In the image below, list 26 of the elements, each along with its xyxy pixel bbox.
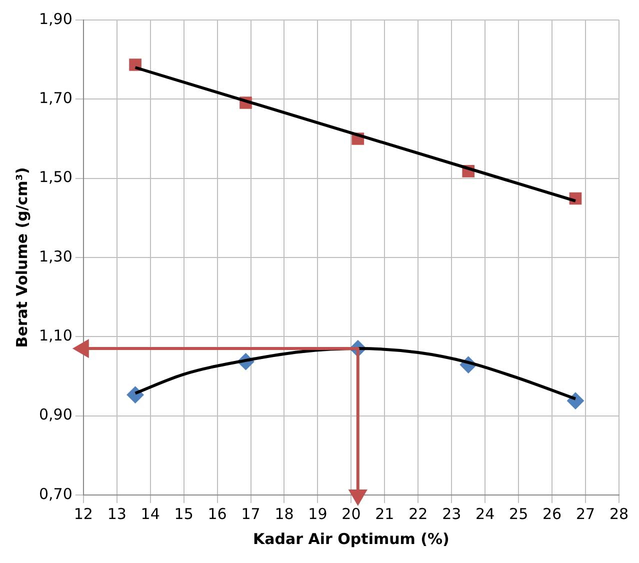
x-tick-label: 25 (509, 504, 528, 523)
x-tick-label: 20 (342, 504, 361, 523)
y-tick-label: 1,70 (38, 89, 72, 108)
x-tick-label: 12 (74, 504, 93, 523)
y-axis-title: Berat Volume (g/cm³) (12, 167, 31, 348)
y-tick-label: 1,10 (38, 326, 72, 345)
y-tick-label: 1,30 (38, 247, 72, 266)
x-tick-label: 22 (408, 504, 428, 523)
x-tick-label: 21 (375, 504, 394, 523)
x-tick-label: 13 (107, 504, 126, 523)
x-axis-title: Kadar Air Optimum (%) (253, 530, 450, 548)
y-tick-label: 0,70 (38, 484, 72, 503)
y-tick-label: 1,50 (38, 168, 72, 186)
x-tick-label: 27 (576, 504, 596, 523)
x-tick-label: 14 (140, 504, 160, 523)
x-tick-label: 18 (274, 504, 294, 523)
x-tick-label: 24 (476, 504, 495, 523)
x-tick-label: 23 (442, 504, 462, 523)
y-tick-label: 1,90 (38, 10, 72, 28)
x-tick-label: 26 (542, 504, 562, 523)
x-tick-label: 19 (308, 504, 328, 523)
x-tick-label: 28 (609, 504, 629, 523)
y-tick-label: 0,90 (38, 406, 72, 424)
x-tick-label: 16 (208, 504, 227, 523)
x-tick-label: 17 (241, 504, 260, 523)
x-tick-label: 15 (174, 504, 194, 523)
